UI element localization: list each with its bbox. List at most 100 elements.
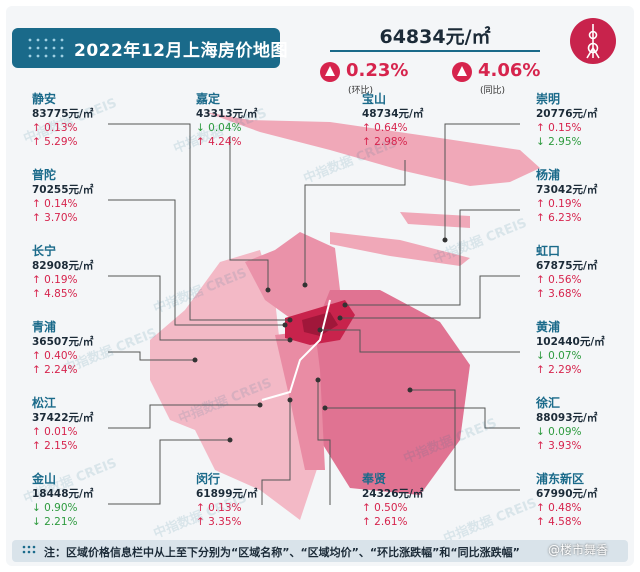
divider: [330, 50, 540, 52]
district-price: 67990元/㎡: [536, 488, 598, 500]
district-mom: ↓ 0.09%: [536, 426, 582, 438]
district-mom: ↑ 0.13%: [32, 122, 78, 134]
map-region-hengsha: [400, 212, 470, 228]
district-card: 闵行 61899元/㎡ ↑ 0.13% ↑ 3.35%: [196, 472, 296, 529]
map-region-changxing: [330, 232, 470, 266]
district-mom: ↑ 0.01%: [32, 426, 78, 438]
district-yoy: ↑ 3.68%: [536, 288, 582, 300]
average-price: 64834元/㎡: [379, 26, 491, 48]
district-mom: ↓ 0.90%: [32, 502, 78, 514]
district-price: 20776元/㎡: [536, 108, 598, 120]
district-name: 青浦: [32, 320, 57, 334]
district-name: 长宁: [32, 244, 57, 258]
district-price: 67875元/㎡: [536, 260, 598, 272]
district-card: 青浦 36507元/㎡ ↑ 0.40% ↑ 2.24%: [32, 320, 132, 377]
district-yoy: ↑ 6.23%: [536, 212, 582, 224]
district-yoy: ↑ 3.70%: [32, 212, 78, 224]
district-name: 虹口: [536, 244, 561, 258]
district-price: 48734元/㎡: [362, 108, 424, 120]
district-yoy: ↑ 4.85%: [32, 288, 78, 300]
district-card: 杨浦 73042元/㎡ ↑ 0.19% ↑ 6.23%: [536, 168, 636, 225]
district-mom: ↑ 0.40%: [32, 350, 78, 362]
dot-grid-icon: [28, 38, 64, 58]
district-price: 36507元/㎡: [32, 336, 94, 348]
footer-note: 注：区域价格信息栏中从上至下分别为“区域名称”、“区域均价”、“环比涨跌幅”和“…: [12, 540, 628, 562]
yoy-label: (同比): [480, 86, 506, 96]
district-name: 黄浦: [536, 320, 561, 334]
page-title: 2022年12月上海房价地图: [74, 41, 288, 61]
district-price: 73042元/㎡: [536, 184, 598, 196]
district-yoy: ↑ 3.93%: [536, 440, 582, 452]
district-card: 普陀 70255元/㎡ ↑ 0.14% ↑ 3.70%: [32, 168, 132, 225]
district-mom: ↑ 0.19%: [32, 274, 78, 286]
district-name: 静安: [32, 92, 57, 106]
district-name: 徐汇: [536, 396, 561, 410]
district-yoy: ↑ 2.24%: [32, 364, 78, 376]
district-yoy: ↑ 2.98%: [362, 136, 408, 148]
district-price: 61899元/㎡: [196, 488, 258, 500]
leader-dots: [192, 237, 448, 443]
footer-text: 注：区域价格信息栏中从上至下分别为“区域名称”、“区域均价”、“环比涨跌幅”和“…: [44, 546, 520, 559]
district-card: 徐汇 88093元/㎡ ↓ 0.09% ↑ 3.93%: [536, 396, 636, 453]
district-yoy: ↑ 2.29%: [536, 364, 582, 376]
huangpu-river: [261, 299, 331, 401]
district-yoy: ↑ 2.15%: [32, 440, 78, 452]
grid-icon: [22, 545, 36, 554]
district-name: 嘉定: [196, 92, 221, 106]
yoy-value: 4.06%: [478, 60, 541, 81]
district-mom: ↑ 0.13%: [196, 502, 242, 514]
district-mom: ↑ 0.19%: [536, 198, 582, 210]
district-mom: ↑ 0.48%: [536, 502, 582, 514]
district-card: 浦东新区 67990元/㎡ ↑ 0.48% ↑ 4.58%: [536, 472, 636, 529]
district-mom: ↑ 0.15%: [536, 122, 582, 134]
map-region-pudong: [300, 290, 470, 495]
map-region-north: [245, 232, 340, 318]
up-triangle-icon: [320, 62, 340, 82]
district-price: 43313元/㎡: [196, 108, 258, 120]
district-yoy: ↓ 2.95%: [536, 136, 582, 148]
district-name: 杨浦: [536, 168, 561, 182]
district-mom: ↑ 0.64%: [362, 122, 408, 134]
district-price: 83775元/㎡: [32, 108, 94, 120]
district-card: 松江 37422元/㎡ ↑ 0.01% ↑ 2.15%: [32, 396, 132, 453]
district-mom: ↑ 0.14%: [32, 198, 78, 210]
district-mom: ↑ 0.50%: [362, 502, 408, 514]
district-yoy: ↓ 2.21%: [32, 516, 78, 528]
district-card: 宝山 48734元/㎡ ↑ 0.64% ↑ 2.98%: [362, 92, 462, 149]
title-banner: 2022年12月上海房价地图: [12, 28, 287, 68]
district-price: 37422元/㎡: [32, 412, 94, 424]
district-card: 静安 83775元/㎡ ↑ 0.13% ↑ 5.29%: [32, 92, 132, 149]
up-triangle-icon: [452, 62, 472, 82]
district-card: 金山 18448元/㎡ ↓ 0.90% ↓ 2.21%: [32, 472, 132, 529]
district-card: 长宁 82908元/㎡ ↑ 0.19% ↑ 4.85%: [32, 244, 132, 301]
district-name: 浦东新区: [536, 472, 585, 486]
district-yoy: ↑ 2.61%: [362, 516, 408, 528]
district-yoy: ↑ 4.24%: [196, 136, 242, 148]
district-yoy: ↑ 5.29%: [32, 136, 78, 148]
district-card: 奉贤 24326元/㎡ ↑ 0.50% ↑ 2.61%: [362, 472, 462, 529]
district-price: 88093元/㎡: [536, 412, 598, 424]
district-price: 82908元/㎡: [32, 260, 94, 272]
map-region-west: [150, 250, 320, 520]
district-card: 崇明 20776元/㎡ ↑ 0.15% ↓ 2.95%: [536, 92, 636, 149]
district-price: 102440元/㎡: [536, 336, 605, 348]
district-mom: ↑ 0.56%: [536, 274, 582, 286]
district-card: 嘉定 43313元/㎡ ↓ 0.04% ↑ 4.24%: [196, 92, 296, 149]
district-price: 18448元/㎡: [32, 488, 94, 500]
district-price: 24326元/㎡: [362, 488, 424, 500]
district-mom: ↓ 0.07%: [536, 350, 582, 362]
district-card: 黄浦 102440元/㎡ ↓ 0.07% ↑ 2.29%: [536, 320, 636, 377]
district-yoy: ↑ 3.35%: [196, 516, 242, 528]
district-price: 70255元/㎡: [32, 184, 94, 196]
mom-value: 0.23%: [346, 60, 409, 81]
district-name: 奉贤: [362, 472, 387, 486]
district-name: 宝山: [362, 92, 387, 106]
map-region-minhang: [275, 330, 325, 470]
leader-lines: [108, 123, 520, 505]
map-region-chongming: [205, 112, 540, 186]
district-yoy: ↑ 4.58%: [536, 516, 582, 528]
district-name: 闵行: [196, 472, 221, 486]
credit: @楼市舞香: [548, 543, 609, 557]
district-name: 松江: [32, 396, 57, 410]
